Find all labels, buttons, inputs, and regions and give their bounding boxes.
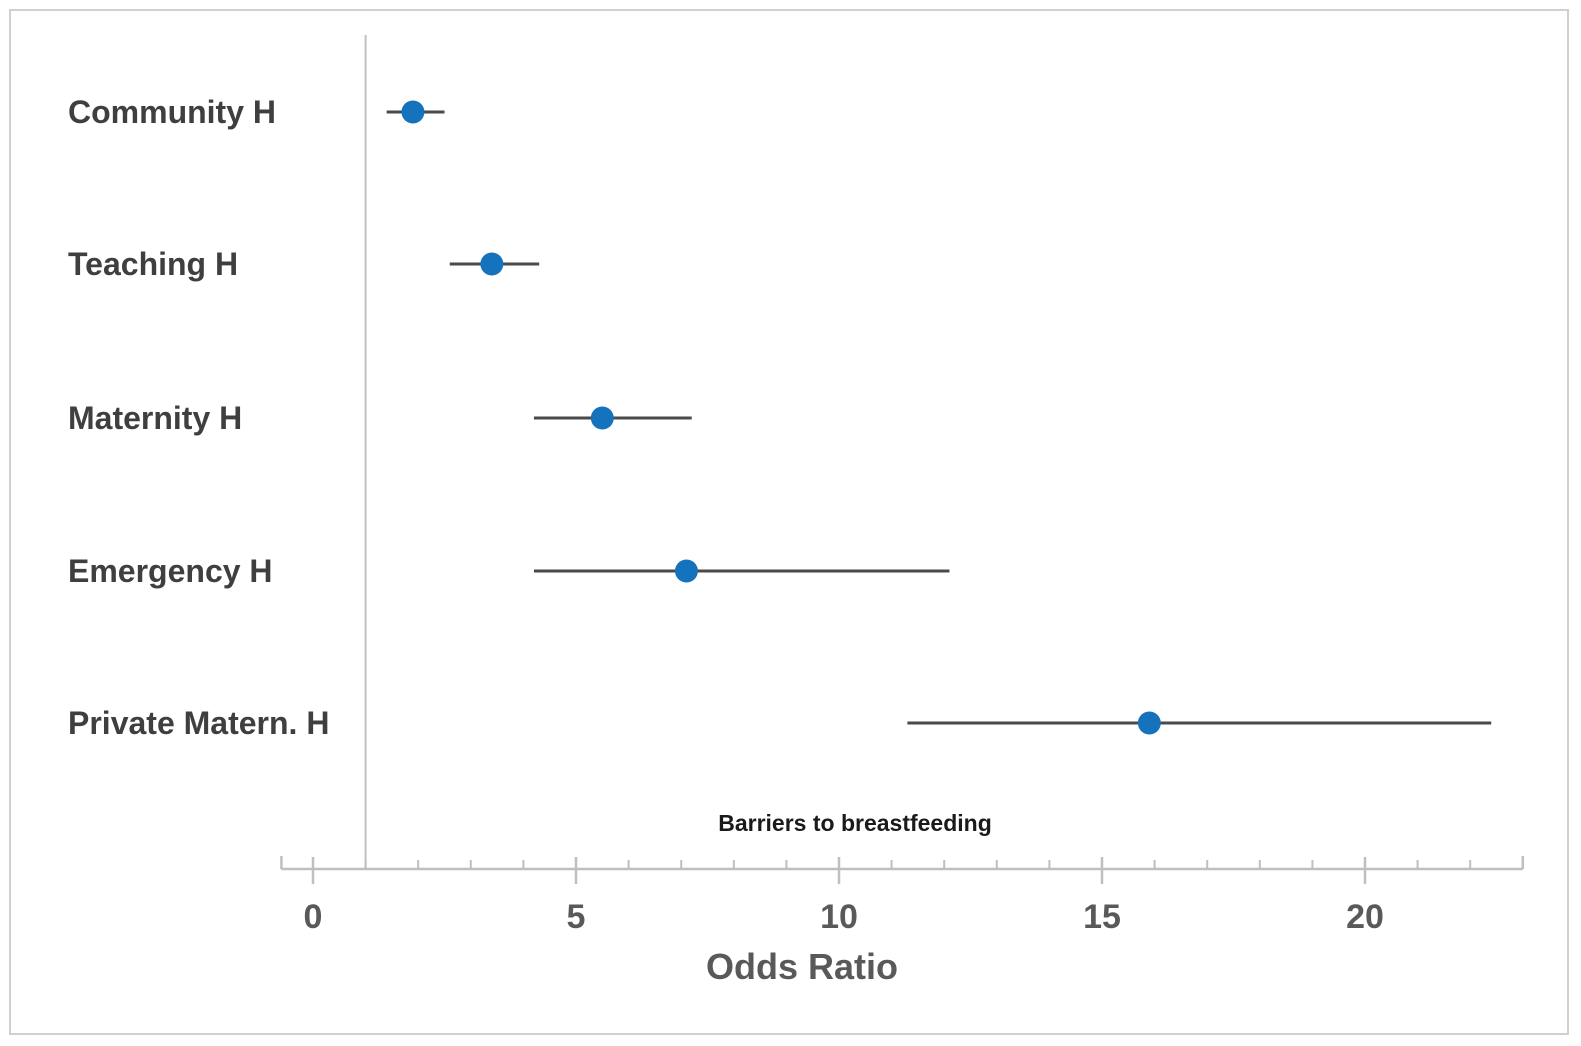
point-estimate-1 [480,252,504,276]
figure-border [9,9,1569,1035]
x-tick-label-20: 20 [1346,898,1384,936]
annotation-barriers-to-breastfeeding: Barriers to breastfeeding [718,810,992,836]
point-estimate-4 [1137,711,1161,735]
point-estimate-3 [674,559,698,583]
x-tick-label-10: 10 [820,898,858,936]
category-label-1: Teaching H [68,246,239,282]
x-tick-label-5: 5 [566,898,586,936]
x-axis-title: Odds Ratio [705,946,898,987]
x-tick-label-0: 0 [303,898,323,936]
category-label-4: Private Matern. H [68,705,330,741]
category-label-0: Community H [68,94,276,130]
point-estimate-2 [590,406,614,430]
category-label-3: Emergency H [68,553,273,589]
x-tick-label-15: 15 [1083,898,1121,936]
point-estimate-0 [401,100,425,124]
category-label-2: Maternity H [68,400,243,436]
